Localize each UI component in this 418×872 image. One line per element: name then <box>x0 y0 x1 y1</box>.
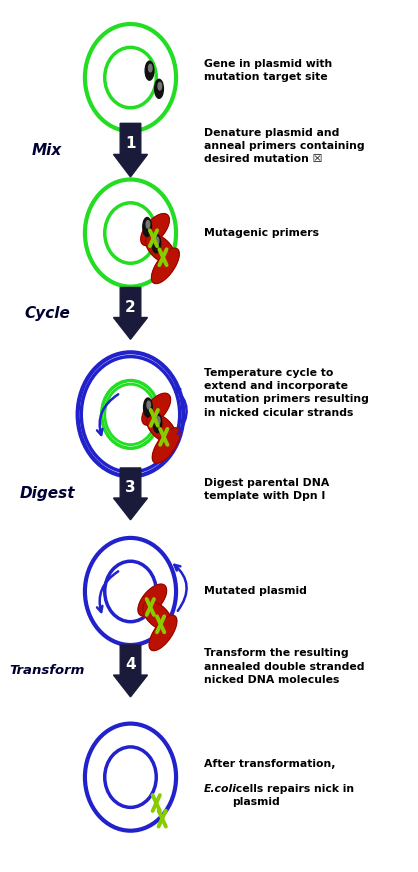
Text: Digest: Digest <box>20 487 75 501</box>
Polygon shape <box>141 214 169 246</box>
Polygon shape <box>143 601 172 630</box>
Text: 2: 2 <box>125 300 136 315</box>
Text: Mutagenic primers: Mutagenic primers <box>204 228 319 238</box>
Text: 4: 4 <box>125 657 136 672</box>
Text: E.coli: E.coli <box>204 784 237 794</box>
Text: Transform the resulting
annealed double stranded
nicked DNA molecules: Transform the resulting annealed double … <box>204 649 364 685</box>
Circle shape <box>158 83 162 90</box>
Circle shape <box>147 401 150 409</box>
Polygon shape <box>145 235 175 263</box>
Text: 1: 1 <box>125 136 136 151</box>
Polygon shape <box>151 249 179 283</box>
Text: Gene in plasmid with
mutation target site: Gene in plasmid with mutation target sit… <box>204 59 332 82</box>
Text: After transformation,: After transformation, <box>204 759 335 768</box>
Text: cells repairs nick in
plasmid: cells repairs nick in plasmid <box>232 784 354 807</box>
Circle shape <box>153 413 162 433</box>
FancyArrow shape <box>114 468 148 520</box>
FancyArrow shape <box>114 645 148 697</box>
Circle shape <box>145 61 154 80</box>
Text: Temperature cycle to
extend and incorporate
mutation primers resulting
in nicked: Temperature cycle to extend and incorpor… <box>204 368 369 418</box>
Circle shape <box>143 398 152 417</box>
FancyArrow shape <box>114 123 148 177</box>
Polygon shape <box>152 428 180 463</box>
Circle shape <box>156 417 160 425</box>
Circle shape <box>155 79 163 99</box>
Polygon shape <box>147 414 176 443</box>
Text: Denature plasmid and
anneal primers containing
desired mutation ☒: Denature plasmid and anneal primers cont… <box>204 127 364 164</box>
Text: 3: 3 <box>125 480 136 495</box>
Polygon shape <box>149 616 177 651</box>
Text: Transform: Transform <box>10 664 85 678</box>
Circle shape <box>143 217 151 236</box>
Text: Mutated plasmid: Mutated plasmid <box>204 587 307 596</box>
Circle shape <box>152 234 161 253</box>
Polygon shape <box>142 393 171 426</box>
FancyArrow shape <box>114 288 148 339</box>
Circle shape <box>146 221 150 228</box>
Text: Mix: Mix <box>32 143 62 158</box>
Circle shape <box>148 65 152 72</box>
Circle shape <box>155 237 159 245</box>
Polygon shape <box>138 584 166 617</box>
Text: Cycle: Cycle <box>24 306 70 321</box>
Text: Digest parental DNA
template with Dpn I: Digest parental DNA template with Dpn I <box>204 478 329 501</box>
